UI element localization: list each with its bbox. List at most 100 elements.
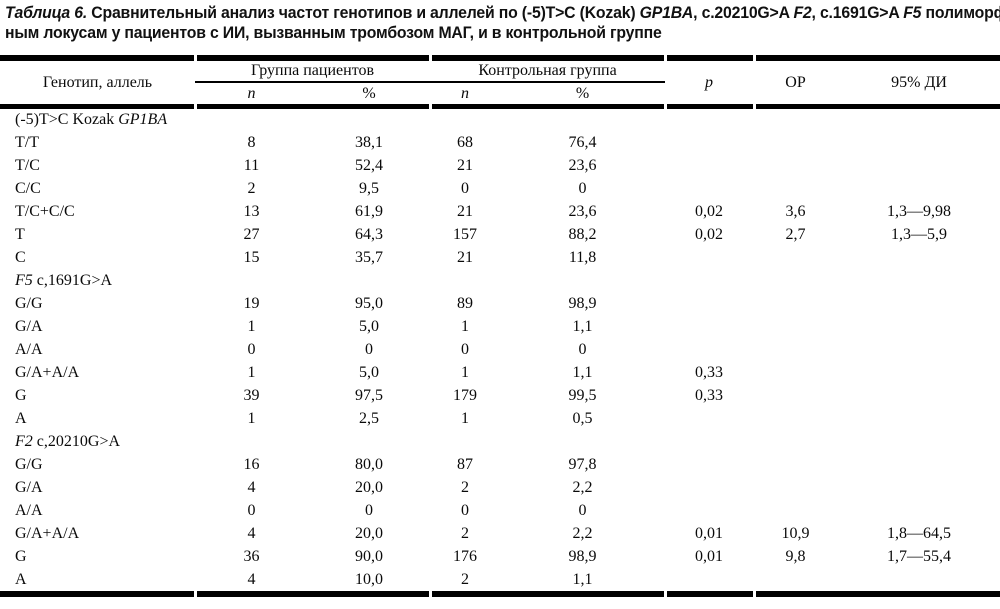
header-pct-patients: % — [362, 84, 376, 102]
odds-ratio-cell — [753, 453, 838, 476]
table-row: G/A+A/A 1 5,0 1 1,1 0,33 — [0, 361, 1000, 384]
pct-control-cell: 11,8 — [568, 249, 597, 266]
section-header-row: F2 c,20210G>A — [0, 430, 1000, 453]
caption-text: , c.1691G>A — [811, 3, 904, 22]
pct-control-cell — [500, 104, 665, 131]
odds-ratio-cell — [753, 568, 838, 591]
label-text: c,20210G>A — [32, 433, 121, 450]
table-row: T 27 64,3 157 88,2 0,02 2,7 1,3—5,9 — [0, 223, 1000, 246]
odds-ratio-cell — [753, 476, 838, 499]
caption-line: ным локусам у пациентов с ИИ, вызванным … — [5, 23, 1000, 43]
locus-label: F5 c,1691G>A — [0, 269, 195, 292]
label-text: G/A+A/A — [15, 525, 80, 542]
odds-ratio-cell: 3,6 — [785, 203, 806, 220]
p-value-cell — [665, 499, 753, 522]
label-text: G — [15, 548, 27, 565]
genotype-allele-label: T/C — [0, 154, 195, 177]
n-control-cell: 1 — [461, 364, 470, 381]
rule-segment — [667, 55, 753, 61]
table-row: G/A 1 5,0 1 1,1 — [0, 315, 1000, 338]
odds-ratio-cell: 2,7 — [785, 226, 806, 243]
pct-patients-cell: 0 — [365, 502, 373, 519]
n-control-cell: 2 — [461, 525, 470, 542]
label-text: A — [15, 571, 27, 588]
p-value-cell — [665, 246, 753, 269]
header-patient-group: Группа пациентов — [195, 61, 431, 83]
pct-patients-cell: 5,0 — [359, 364, 379, 381]
p-value-cell: 0,33 — [695, 364, 724, 381]
label-text: T — [15, 226, 25, 243]
pct-patients-cell — [308, 269, 430, 292]
table-row: T/T 8 38,1 68 76,4 — [0, 131, 1000, 154]
table-row: G/G 19 95,0 89 98,9 — [0, 292, 1000, 315]
pct-control-cell: 2,2 — [572, 479, 593, 496]
label-text: (-5)T>C Kozak — [15, 111, 119, 128]
n-patients-cell: 0 — [247, 341, 256, 358]
p-value-cell — [665, 407, 753, 430]
rule-segment — [432, 55, 664, 61]
table-row: G 39 97,5 179 99,5 0,33 — [0, 384, 1000, 407]
odds-ratio-cell — [753, 269, 838, 292]
pct-control-cell: 76,4 — [568, 134, 597, 151]
genotype-allele-label: A/A — [0, 499, 195, 522]
label-text: G — [15, 387, 27, 404]
odds-ratio-cell — [753, 430, 838, 453]
pct-patients-cell: 64,3 — [355, 226, 383, 243]
n-patients-cell: 15 — [243, 249, 260, 266]
caption-text: Сравнительный анализ частот генотипов и … — [87, 3, 640, 22]
n-patients-cell: 1 — [247, 318, 256, 335]
odds-ratio-cell — [753, 292, 838, 315]
odds-ratio-cell — [753, 154, 838, 177]
gene-name: F2 — [15, 433, 33, 450]
confidence-interval-cell — [838, 131, 1000, 154]
confidence-interval-cell — [838, 430, 1000, 453]
confidence-interval-cell — [838, 338, 1000, 361]
table-top-rule — [0, 55, 1000, 61]
pct-patients-cell: 35,7 — [355, 249, 383, 266]
pct-patients-cell: 97,5 — [355, 387, 383, 404]
header-p-value: p — [705, 73, 714, 91]
rule-segment — [0, 591, 194, 597]
pct-patients-cell: 20,0 — [355, 479, 383, 496]
odds-ratio-cell — [753, 384, 838, 407]
rule-segment — [0, 104, 194, 109]
rule-segment — [197, 104, 429, 109]
n-patients-cell — [195, 269, 308, 292]
p-value-cell — [665, 269, 753, 292]
locus-label: (-5)T>C Kozak GP1BA — [0, 104, 195, 131]
n-patients-cell: 4 — [247, 479, 256, 496]
confidence-interval-cell: 1,3—5,9 — [891, 226, 948, 243]
table-row: C/C 2 9,5 0 0 — [0, 177, 1000, 200]
odds-ratio-cell — [753, 131, 838, 154]
gene-name: F5 — [15, 272, 33, 289]
rule-segment — [0, 55, 194, 61]
pct-control-cell: 1,1 — [572, 318, 593, 335]
confidence-interval-cell — [838, 476, 1000, 499]
n-control-cell: 21 — [457, 203, 474, 220]
pct-control-cell: 98,9 — [568, 295, 597, 312]
odds-ratio-cell — [753, 246, 838, 269]
pct-control-cell: 2,2 — [572, 525, 593, 542]
genotype-allele-label: T/T — [0, 131, 195, 154]
n-control-cell: 179 — [453, 387, 478, 404]
n-patients-cell: 39 — [243, 387, 260, 404]
confidence-interval-cell: 1,3—9,98 — [887, 203, 952, 220]
odds-ratio-cell — [753, 315, 838, 338]
table-row: A 1 2,5 1 0,5 — [0, 407, 1000, 430]
n-control-cell: 176 — [453, 548, 478, 565]
table-row: C 15 35,7 21 11,8 — [0, 246, 1000, 269]
table-row: G/G 16 80,0 87 97,8 — [0, 453, 1000, 476]
genotype-allele-label: G/G — [0, 453, 195, 476]
pct-patients-cell — [308, 104, 430, 131]
confidence-interval-cell — [838, 104, 1000, 131]
table-row: G/A 4 20,0 2 2,2 — [0, 476, 1000, 499]
pct-control-cell: 0 — [578, 180, 587, 197]
table-bottom-rule — [0, 591, 1000, 597]
n-patients-cell: 36 — [243, 548, 260, 565]
n-control-cell — [430, 269, 500, 292]
caption-text: , c.20210G>A — [693, 3, 794, 22]
pct-control-cell: 97,8 — [568, 456, 597, 473]
rule-segment — [756, 55, 1000, 61]
n-control-cell: 87 — [457, 456, 474, 473]
pct-patients-cell: 5,0 — [359, 318, 379, 335]
